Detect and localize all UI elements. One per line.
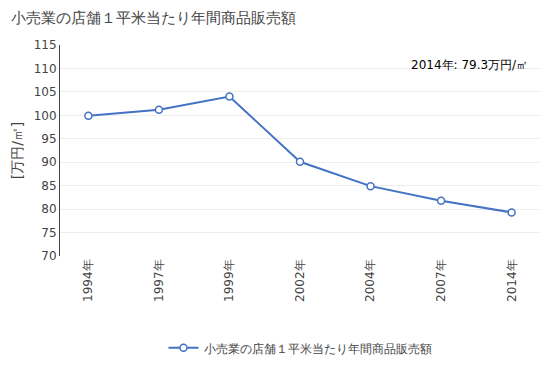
svg-text:1999年: 1999年 xyxy=(222,259,236,302)
svg-text:小売業の店舗１平米当たり年間商品販売額: 小売業の店舗１平米当たり年間商品販売額 xyxy=(204,342,432,356)
svg-text:[万円/㎡]: [万円/㎡] xyxy=(9,122,25,180)
svg-text:2002年: 2002年 xyxy=(293,259,307,302)
svg-text:110: 110 xyxy=(34,62,57,76)
svg-text:1997年: 1997年 xyxy=(152,259,166,302)
svg-text:80: 80 xyxy=(41,202,56,216)
svg-text:90: 90 xyxy=(41,155,56,169)
svg-text:2014年: 79.3万円/㎡: 2014年: 79.3万円/㎡ xyxy=(411,58,528,72)
svg-text:2007年: 2007年 xyxy=(434,259,448,302)
svg-text:115: 115 xyxy=(34,38,57,52)
svg-text:100: 100 xyxy=(34,109,57,123)
svg-text:小売業の店舗１平米当たり年間商品販売額: 小売業の店舗１平米当たり年間商品販売額 xyxy=(11,9,296,27)
svg-text:95: 95 xyxy=(41,132,56,146)
svg-text:2014年: 2014年 xyxy=(505,259,519,302)
svg-text:85: 85 xyxy=(41,179,56,193)
svg-text:105: 105 xyxy=(34,85,57,99)
svg-text:2004年: 2004年 xyxy=(363,259,377,302)
svg-text:70: 70 xyxy=(41,249,56,263)
svg-text:1994年: 1994年 xyxy=(81,259,95,302)
svg-text:75: 75 xyxy=(41,226,56,240)
